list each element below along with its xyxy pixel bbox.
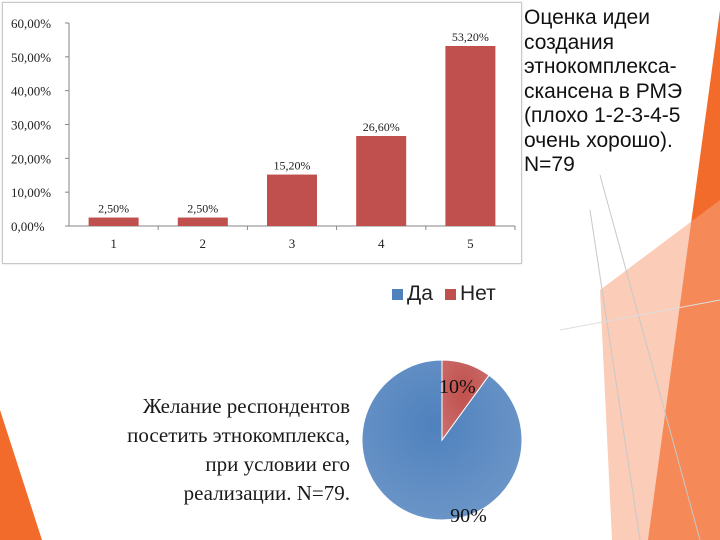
bar-value-label: 2,50%: [98, 202, 129, 216]
bar: [445, 46, 496, 226]
bar: [88, 217, 139, 226]
x-tick-label: 5: [467, 236, 474, 251]
decor-line: [559, 299, 720, 331]
bar: [267, 174, 317, 226]
bar: [356, 136, 407, 226]
decor-line: [589, 209, 641, 540]
legend-label: Да: [407, 282, 433, 305]
y-tick-label: 50,00%: [11, 50, 51, 65]
pie-chart-caption: Желание респондентов посетить этнокомпле…: [127, 394, 350, 505]
y-tick-label: 30,00%: [11, 118, 51, 133]
decor-line: [599, 174, 701, 540]
x-tick-label: 1: [110, 236, 117, 251]
pie-slice: [441, 359, 490, 442]
x-tick-label: 4: [378, 236, 385, 251]
bar-value-label: 15,20%: [274, 159, 311, 173]
bar-chart-panel: 0,00% 10,00% 20,00% 30,00% 40,00% 50,00% 60,00…: [2, 2, 522, 264]
y-tick-label: 60,00%: [11, 16, 51, 31]
legend-swatch: [445, 289, 456, 300]
bar-chart: 0,00% 10,00% 20,00% 30,00% 40,00% 50,00% 60,00…: [11, 16, 516, 251]
right-accent-shape-light: [600, 200, 720, 540]
bar-value-label: 53,20%: [452, 30, 489, 44]
pie-value-label: 90%: [450, 505, 487, 527]
pie-chart: Да Нет 90% 10%: [361, 282, 523, 527]
y-tick-label: 0,00%: [11, 219, 45, 234]
y-tick-label: 20,00%: [11, 151, 51, 166]
bar-chart-caption: Оценка идеи создания этнокомплекса- скан…: [524, 6, 683, 176]
pie-value-label: 10%: [439, 376, 476, 398]
left-accent-shape: [0, 410, 42, 540]
y-tick-label: 40,00%: [11, 84, 51, 99]
x-tick-label: 3: [289, 236, 296, 251]
bar: [177, 217, 228, 226]
y-tick-label: 10,00%: [11, 185, 51, 200]
x-tick-label: 2: [200, 236, 207, 251]
bar-value-label: 2,50%: [187, 202, 218, 216]
legend-label: Нет: [460, 282, 496, 305]
legend-swatch: [392, 289, 403, 300]
bar-value-label: 26,60%: [363, 120, 400, 134]
